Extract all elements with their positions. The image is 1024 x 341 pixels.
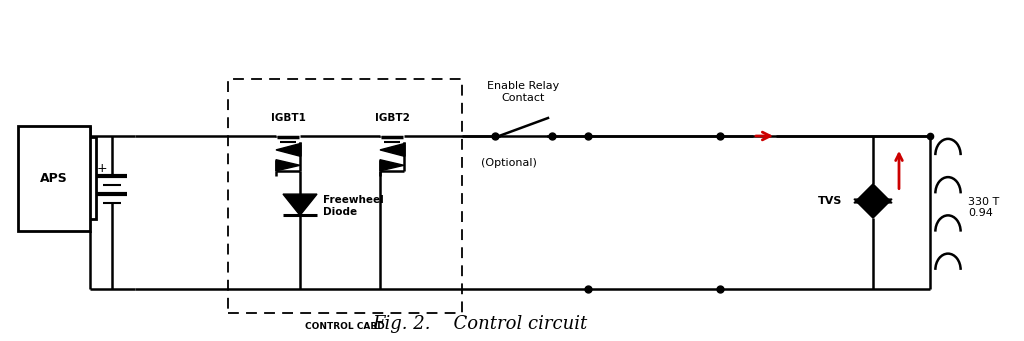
Bar xyxy=(228,79,462,313)
Polygon shape xyxy=(276,160,300,171)
Text: CONTROL CARD: CONTROL CARD xyxy=(305,322,385,331)
Text: IGBT1: IGBT1 xyxy=(270,113,305,123)
Text: IGBT2: IGBT2 xyxy=(375,113,410,123)
Text: +: + xyxy=(96,162,108,175)
Polygon shape xyxy=(283,194,317,216)
Bar xyxy=(24,137,96,219)
Text: TVS: TVS xyxy=(817,196,842,206)
Polygon shape xyxy=(380,160,404,171)
Polygon shape xyxy=(854,199,892,218)
Polygon shape xyxy=(854,184,892,203)
Text: Fig. 2.    Control circuit: Fig. 2. Control circuit xyxy=(373,315,588,333)
Text: (Optional): (Optional) xyxy=(480,158,537,168)
Text: 330 T
0.94: 330 T 0.94 xyxy=(968,197,999,218)
Text: APS: APS xyxy=(40,172,68,185)
Polygon shape xyxy=(380,144,404,156)
Bar xyxy=(18,126,90,231)
Polygon shape xyxy=(276,144,300,156)
Text: Freewheel
Diode: Freewheel Diode xyxy=(323,195,384,217)
Text: Enable Relay
Contact: Enable Relay Contact xyxy=(487,81,560,103)
